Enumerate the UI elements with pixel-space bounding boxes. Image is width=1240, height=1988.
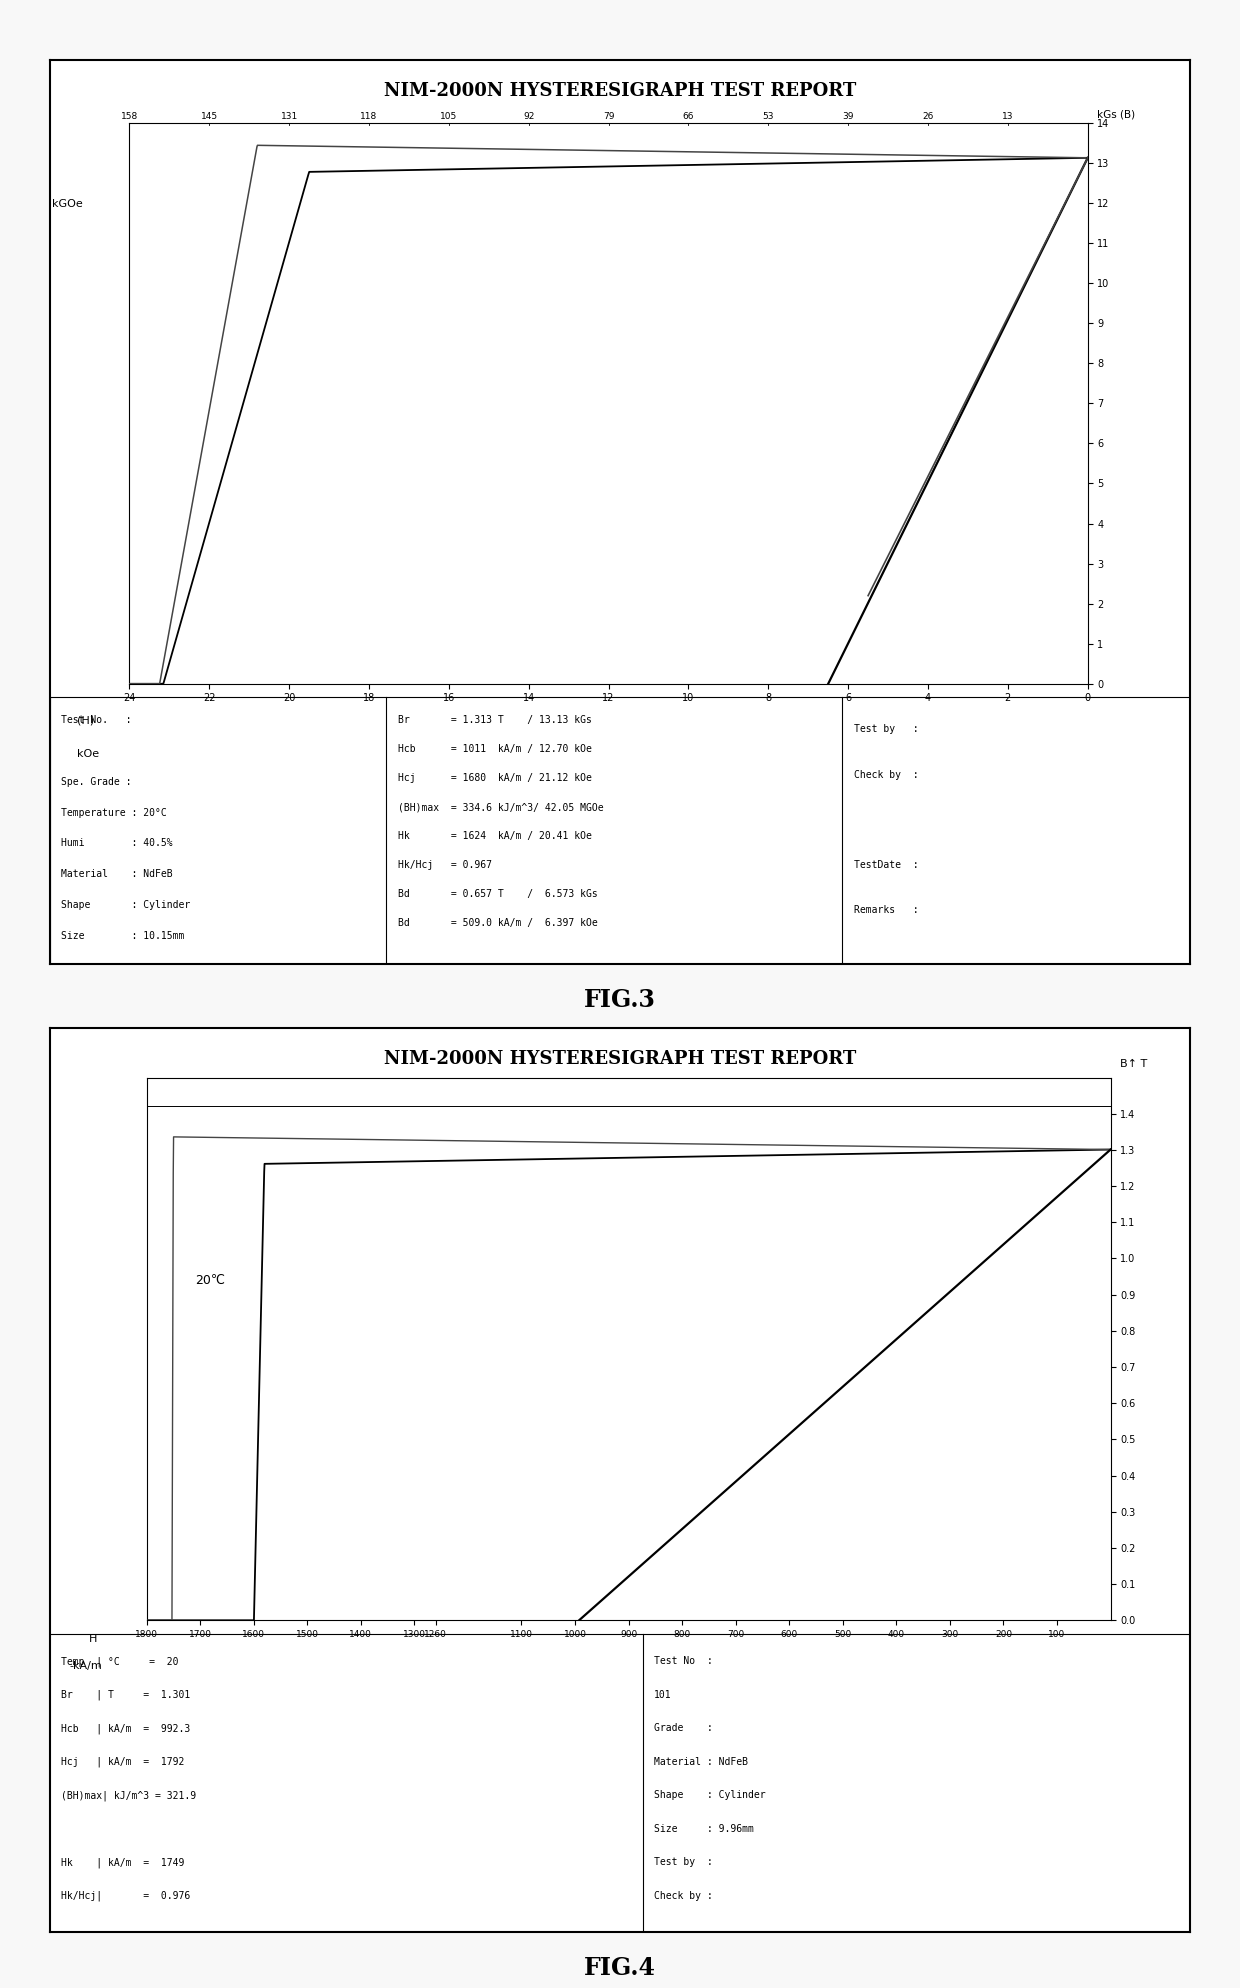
- Text: 39: 39: [842, 111, 854, 121]
- Text: 13: 13: [1002, 111, 1013, 121]
- Text: Test No  :: Test No :: [655, 1656, 713, 1666]
- Text: Remarks   :: Remarks :: [854, 905, 919, 914]
- Text: Hk/Hcj   = 0.967: Hk/Hcj = 0.967: [398, 861, 491, 871]
- Text: Check by  :: Check by :: [854, 769, 919, 779]
- Text: Bd       = 509.0 kA/m /  6.397 kOe: Bd = 509.0 kA/m / 6.397 kOe: [398, 918, 598, 928]
- Text: 53: 53: [763, 111, 774, 121]
- Text: 79: 79: [603, 111, 614, 121]
- Text: 26: 26: [923, 111, 934, 121]
- Text: kOe: kOe: [77, 749, 99, 759]
- Text: kGs (B): kGs (B): [1097, 109, 1136, 119]
- Text: Shape       : Cylinder: Shape : Cylinder: [61, 901, 190, 911]
- Text: H: H: [89, 1634, 97, 1644]
- Text: Hcj      = 1680  kA/m / 21.12 kOe: Hcj = 1680 kA/m / 21.12 kOe: [398, 773, 591, 783]
- Text: Spe. Grade :: Spe. Grade :: [61, 777, 131, 787]
- Text: 66: 66: [683, 111, 694, 121]
- Text: Grade    :: Grade :: [655, 1724, 713, 1734]
- Text: 92: 92: [523, 111, 534, 121]
- Text: Hk    | kA/m  =  1749: Hk | kA/m = 1749: [61, 1857, 185, 1869]
- Text: 158: 158: [120, 111, 138, 121]
- Text: FIG.3: FIG.3: [584, 988, 656, 1012]
- Text: TestDate  :: TestDate :: [854, 861, 919, 871]
- Text: (BH)max  = 334.6 kJ/m^3/ 42.05 MGOe: (BH)max = 334.6 kJ/m^3/ 42.05 MGOe: [398, 803, 603, 813]
- Text: (BH)max| kJ/m^3 = 321.9: (BH)max| kJ/m^3 = 321.9: [61, 1791, 196, 1801]
- Text: Hcj   | kA/m  =  1792: Hcj | kA/m = 1792: [61, 1757, 185, 1767]
- Text: Hk/Hcj|       =  0.976: Hk/Hcj| = 0.976: [61, 1891, 190, 1901]
- Text: -kA/m: -kA/m: [69, 1662, 102, 1672]
- Text: FIG.4: FIG.4: [584, 1956, 656, 1980]
- Text: Hk       = 1624  kA/m / 20.41 kOe: Hk = 1624 kA/m / 20.41 kOe: [398, 831, 591, 841]
- Text: NIM-2000N HYSTERESIGRAPH TEST REPORT: NIM-2000N HYSTERESIGRAPH TEST REPORT: [384, 82, 856, 99]
- Text: Hcb      = 1011  kA/m / 12.70 kOe: Hcb = 1011 kA/m / 12.70 kOe: [398, 744, 591, 753]
- Text: Hcb   | kA/m  =  992.3: Hcb | kA/m = 992.3: [61, 1724, 190, 1734]
- Text: 145: 145: [201, 111, 218, 121]
- Text: Test by  :: Test by :: [655, 1857, 713, 1867]
- Text: Temp  | °C     =  20: Temp | °C = 20: [61, 1656, 179, 1668]
- Text: Humi        : 40.5%: Humi : 40.5%: [61, 839, 172, 849]
- Text: Test by   :: Test by :: [854, 724, 919, 734]
- Text: Temperature : 20°C: Temperature : 20°C: [61, 807, 166, 817]
- Text: Test No.   :: Test No. :: [61, 716, 131, 726]
- Text: Size     : 9.96mm: Size : 9.96mm: [655, 1823, 754, 1833]
- Text: Br       = 1.313 T    / 13.13 kGs: Br = 1.313 T / 13.13 kGs: [398, 716, 591, 726]
- Text: Bd       = 0.657 T    /  6.573 kGs: Bd = 0.657 T / 6.573 kGs: [398, 889, 598, 899]
- Text: 105: 105: [440, 111, 458, 121]
- Text: 118: 118: [361, 111, 378, 121]
- Text: 101: 101: [655, 1690, 672, 1700]
- Text: kGOe: kGOe: [52, 199, 83, 209]
- Text: (H): (H): [77, 716, 94, 726]
- Text: B↑ T: B↑ T: [1120, 1060, 1147, 1070]
- Text: Check by :: Check by :: [655, 1891, 713, 1901]
- Text: Material : NdFeB: Material : NdFeB: [655, 1757, 748, 1767]
- Text: Size        : 10.15mm: Size : 10.15mm: [61, 930, 185, 940]
- Text: 131: 131: [280, 111, 298, 121]
- Text: Material    : NdFeB: Material : NdFeB: [61, 869, 172, 879]
- Text: 20℃: 20℃: [195, 1274, 224, 1286]
- Text: NIM-2000N HYSTERESIGRAPH TEST REPORT: NIM-2000N HYSTERESIGRAPH TEST REPORT: [384, 1050, 856, 1068]
- Text: Br    | T     =  1.301: Br | T = 1.301: [61, 1690, 190, 1700]
- Text: Shape    : Cylinder: Shape : Cylinder: [655, 1791, 766, 1801]
